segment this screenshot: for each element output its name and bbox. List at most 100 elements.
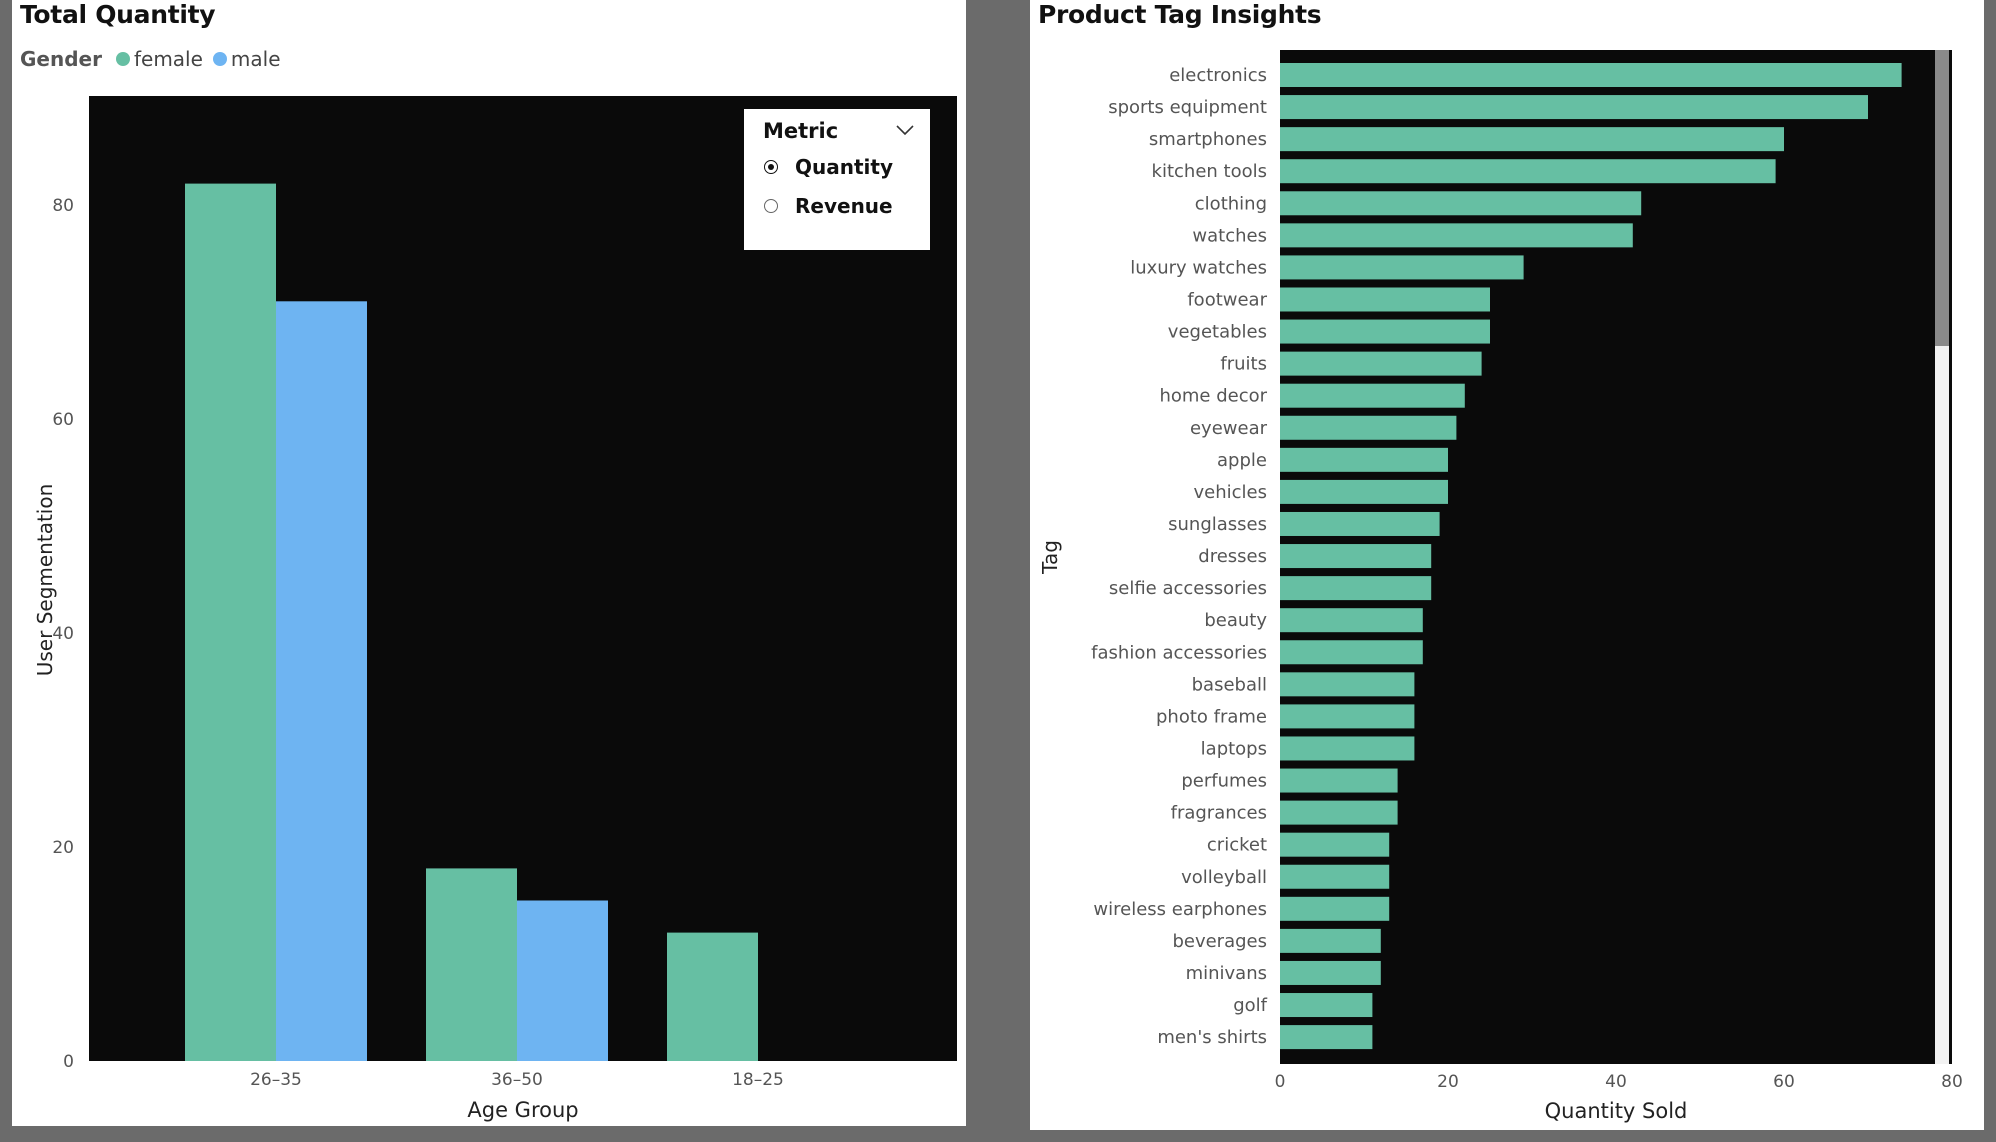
bar-electronics[interactable] [1280,63,1902,87]
y-tick-label: 0 [63,1052,74,1072]
bar-beauty[interactable] [1280,608,1423,633]
y-tick-label: sports equipment [1108,97,1267,118]
y-tick-label: photo frame [1156,706,1267,727]
bar-laptops[interactable] [1280,736,1415,761]
y-tick-label: apple [1217,450,1267,471]
option-label: Revenue [795,194,893,218]
y-tick-label: cricket [1207,835,1267,856]
legend-label: male [230,47,281,71]
bar-baseball[interactable] [1280,672,1415,697]
male-dot-icon [212,52,227,66]
y-tick-label: vehicles [1194,482,1268,503]
y-tick-label: eyewear [1190,418,1268,439]
x-tick-label: 60 [1773,1072,1795,1092]
legend-item-female[interactable]: female [115,47,203,71]
bar-wireless-earphones[interactable] [1280,896,1390,921]
y-tick-label: 20 [52,838,74,858]
y-tick-label: luxury watches [1130,257,1267,278]
x-tick-label: 20 [1437,1072,1459,1092]
y-tick-label: electronics [1169,65,1267,86]
female-dot-icon [115,52,130,66]
y-tick-label: minivans [1186,963,1267,984]
bar-female-0[interactable] [185,183,276,1062]
bar-home-decor[interactable] [1280,383,1465,408]
bar-sports-equipment[interactable] [1280,95,1868,120]
bar-volleyball[interactable] [1280,864,1390,889]
y-tick-label: vegetables [1168,322,1267,343]
y-tick-label: golf [1233,995,1267,1016]
bar-eyewear[interactable] [1280,415,1457,440]
y-tick-label: beauty [1204,610,1267,631]
slicer-title: Metric [763,119,839,143]
y-tick-label: 80 [52,196,74,216]
metric-slicer: Metric Quantity Revenue [744,109,930,250]
tag-bar-chart: electronics sports equipment smartphones ki… [1038,50,1963,1123]
x-tick-label: 26–35 [250,1070,302,1090]
y-tick-label: perfumes [1181,771,1267,792]
bar-vegetables[interactable] [1280,319,1490,344]
y-tick-label: wireless earphones [1093,899,1267,920]
bar-perfumes[interactable] [1280,768,1398,793]
y-tick-label: laptops [1201,738,1267,759]
x-tick-label: 18–25 [732,1070,784,1090]
age-group-column-chart: 0 20 40 60 80 26–35 36–50 18–25 Age Group User… [33,96,957,1122]
bar-fashion-accessories[interactable] [1280,640,1423,665]
bar-men-s-shirts[interactable] [1280,1025,1373,1050]
bar-male-0[interactable] [276,301,367,1061]
bar-clothing[interactable] [1280,191,1642,216]
bar-minivans[interactable] [1280,960,1381,985]
y-tick-label: kitchen tools [1152,161,1267,182]
y-tick-label: home decor [1159,386,1267,407]
bar-selfie-accessories[interactable] [1280,576,1432,601]
bar-fruits[interactable] [1280,351,1482,376]
option-label: Quantity [795,155,893,179]
bar-cricket[interactable] [1280,832,1390,857]
y-tick-label: 60 [52,410,74,430]
total-quantity-panel: Total Quantity Gender female male 0 20 40 6… [12,0,966,1126]
bar-luxury-watches[interactable] [1280,255,1524,280]
bar-kitchen-tools[interactable] [1280,159,1776,184]
legend-title: Gender [20,47,102,71]
bar-male-1[interactable] [517,900,608,1062]
x-tick-label: 0 [1275,1072,1286,1092]
legend-label: female [133,47,203,71]
radio-unchecked-icon[interactable] [764,199,778,213]
x-axis-title: Age Group [467,1098,578,1122]
bar-vehicles[interactable] [1280,479,1448,504]
bar-sunglasses[interactable] [1280,511,1440,536]
y-tick-label: fashion accessories [1091,642,1267,663]
chevron-down-icon[interactable] [896,123,914,137]
bar-female-1[interactable] [426,868,517,1061]
gender-legend: Gender female male [20,47,291,71]
bar-footwear[interactable] [1280,287,1490,312]
y-tick-label: dresses [1198,546,1267,567]
bar-beverages[interactable] [1280,928,1381,953]
y-tick-label: fragrances [1171,803,1267,824]
bar-female-2[interactable] [667,932,758,1061]
panel-title: Total Quantity [20,0,216,29]
y-tick-label: 40 [52,624,74,644]
y-axis-title: User Segmentation [33,484,57,677]
bar-dresses[interactable] [1280,544,1432,569]
x-tick-label: 40 [1605,1072,1627,1092]
bar-fragrances[interactable] [1280,800,1398,825]
bar-apple[interactable] [1280,447,1448,472]
x-tick-label: 36–50 [491,1070,543,1090]
scrollbar-thumb[interactable] [1935,50,1949,346]
metric-option-quantity[interactable]: Quantity [764,155,893,179]
bar-photo-frame[interactable] [1280,704,1415,729]
y-tick-label: volleyball [1181,867,1267,888]
y-tick-label: sunglasses [1168,514,1267,535]
product-tag-panel: Product Tag Insights electronics sports e… [1030,0,1984,1130]
bar-watches[interactable] [1280,223,1633,248]
metric-option-revenue[interactable]: Revenue [764,194,893,218]
legend-item-male[interactable]: male [212,47,281,71]
y-tick-label: selfie accessories [1109,578,1267,599]
bar-smartphones[interactable] [1280,127,1784,152]
y-tick-label: men's shirts [1157,1027,1267,1048]
radio-checked-icon[interactable] [764,160,778,174]
bar-golf[interactable] [1280,993,1373,1018]
y-tick-label: fruits [1220,354,1267,375]
y-tick-label: footwear [1187,289,1267,310]
panel-title: Product Tag Insights [1038,0,1322,29]
